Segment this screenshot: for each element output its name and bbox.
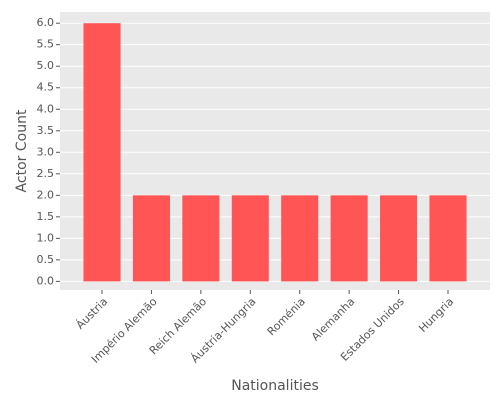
y-tick-label: 2.5 [37, 167, 55, 180]
y-tick-label: 6.0 [37, 16, 55, 29]
y-tick-label: 3.0 [37, 145, 55, 158]
y-tick-label: 5.0 [37, 59, 55, 72]
y-tick-label: 4.0 [37, 102, 55, 115]
y-tick-label: 1.5 [37, 210, 55, 223]
bar [231, 195, 269, 282]
y-tick-label: 1.0 [37, 231, 55, 244]
bar [281, 195, 319, 282]
y-tick-label: 0.0 [37, 274, 55, 287]
bar [83, 23, 121, 282]
bar [330, 195, 368, 282]
x-tick-label: Roménia [265, 295, 308, 338]
x-tick-label: Hungria [416, 295, 456, 335]
x-tick-label: Alemanha [309, 295, 357, 343]
bar [380, 195, 418, 282]
x-tick-label: Áustria [74, 295, 111, 332]
bar [182, 195, 220, 282]
y-tick-label: 0.5 [37, 253, 55, 266]
bar [132, 195, 170, 282]
y-tick-label: 5.5 [37, 38, 55, 51]
plot-area [60, 12, 490, 290]
y-axis-title: Actor Count [14, 109, 30, 192]
bar [429, 195, 467, 282]
y-tick-label: 4.5 [37, 81, 55, 94]
y-tick-label: 2.0 [37, 188, 55, 201]
y-tick-label: 3.5 [37, 124, 55, 137]
x-axis-title: Nationalities [231, 378, 319, 394]
